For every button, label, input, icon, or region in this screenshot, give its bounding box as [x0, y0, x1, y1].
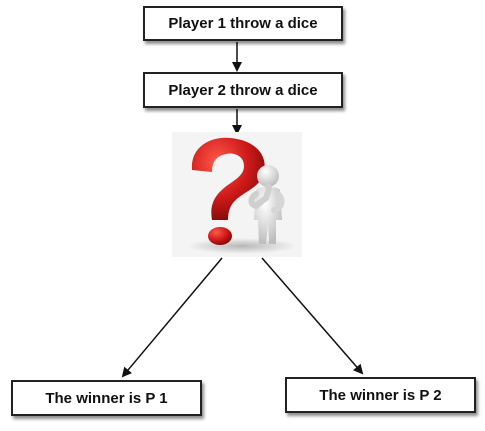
- arrow-decision-to-winner2: [261, 257, 364, 375]
- node-winner-p1: The winner is P 1: [11, 380, 202, 416]
- arrow-decision-to-winner1: [121, 257, 223, 378]
- question-mark-thinking-figure-icon: [172, 132, 302, 257]
- node-winner-p2: The winner is P 2: [285, 377, 476, 413]
- node-player1-label: Player 1 throw a dice: [168, 15, 318, 32]
- node-player2-label: Player 2 throw a dice: [168, 81, 318, 99]
- node-winner2-label: The winner is P 2: [319, 386, 442, 404]
- node-winner1-label: The winner is P 1: [45, 389, 168, 407]
- node-player2-throw: Player 2 throw a dice: [143, 72, 343, 108]
- node-player1-throw: Player 1 throw a dice: [143, 6, 343, 41]
